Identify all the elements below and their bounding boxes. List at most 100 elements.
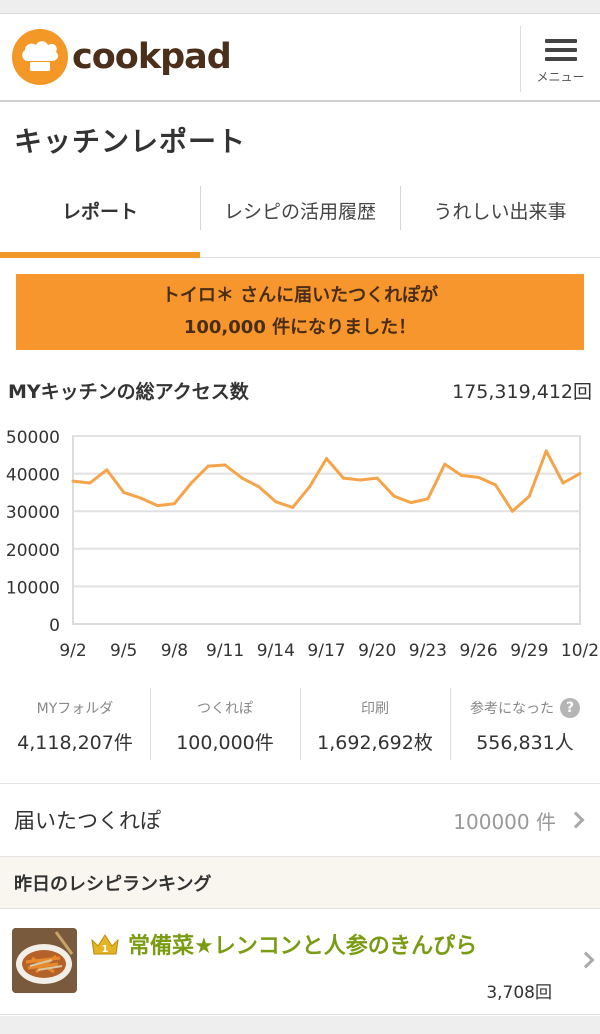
tab-recipe-usage-history[interactable]: レシピの活用履歴	[200, 176, 400, 257]
data-point	[358, 478, 362, 482]
x-tick-label: 9/8	[161, 641, 188, 661]
logo-wordmark: cookpad	[72, 37, 232, 77]
recipe-access-count: 3,708回	[486, 983, 552, 1003]
data-point	[240, 476, 244, 480]
data-point	[257, 485, 261, 489]
data-point	[308, 485, 312, 489]
data-point	[206, 464, 210, 468]
data-point	[578, 472, 582, 476]
stat-label: 印刷	[361, 701, 389, 717]
data-point	[274, 500, 278, 504]
data-point	[325, 457, 328, 461]
data-point	[172, 502, 176, 506]
bottom-strip	[0, 1016, 600, 1034]
stat-label: 参考になった	[470, 701, 554, 717]
tab-label: レポート	[61, 201, 138, 223]
x-tick-label: 10/2	[561, 641, 599, 661]
banner-line-2: 100,000 件になりました！	[183, 317, 417, 338]
y-tick-label: 40000	[6, 466, 60, 486]
x-tick-label: 9/29	[510, 641, 548, 661]
hamburger-icon	[544, 34, 577, 66]
data-point	[494, 483, 497, 487]
recipe-thumbnail	[12, 928, 77, 993]
data-point	[223, 463, 227, 467]
received-tsukurepo-link[interactable]: 届いたつくれぽ 100000 件	[0, 783, 600, 857]
question-icon[interactable]: ?	[560, 698, 580, 718]
access-line-chart: 0 10000 20000 30000 40000 50000 9/2 9/5 9/8 9/11 9…	[6, 428, 599, 661]
data-point	[510, 509, 514, 513]
cookpad-logo[interactable]: cookpad	[12, 29, 232, 85]
stats-row: MYフォルダ 4,118,207件 つくれぽ 100,000件 印刷 1,692…	[0, 688, 600, 760]
crown-rank-1-icon: 1	[91, 934, 119, 955]
stat-value: 4,118,207件	[17, 732, 133, 754]
data-point	[341, 476, 345, 480]
banner-line-1: トイロ＊ さんに届いたつくれぽが	[161, 285, 439, 306]
tab-happy-events[interactable]: うれしい出来事	[400, 176, 600, 257]
x-tick-label: 9/2	[59, 641, 86, 661]
access-header: MYキッチンの総アクセス数 175,319,412回	[0, 350, 600, 404]
y-tick-label: 30000	[6, 503, 60, 523]
stat-value: 556,831人	[476, 732, 574, 754]
tab-label: レシピの活用履歴	[223, 201, 376, 223]
y-tick-label: 20000	[6, 541, 60, 561]
data-point	[88, 481, 92, 485]
data-point	[443, 462, 447, 466]
stat-value: 100,000件	[176, 732, 274, 754]
access-title: MYキッチンの総アクセス数	[8, 380, 249, 403]
x-tick-label: 9/26	[460, 641, 498, 661]
access-total: 175,319,412回	[452, 380, 592, 403]
data-point	[375, 476, 379, 480]
stat-tsukurepo: つくれぽ 100,000件	[150, 688, 300, 760]
data-point	[291, 505, 295, 509]
stat-my-folder: MYフォルダ 4,118,207件	[0, 688, 150, 760]
tab-report[interactable]: レポート	[0, 176, 200, 258]
data-point	[105, 468, 109, 472]
data-point	[477, 475, 481, 479]
recipe-title: 常備菜★レンコンと人参のきんぴら	[128, 934, 478, 959]
rank-number: 1	[102, 944, 109, 955]
menu-button[interactable]: メニュー	[520, 26, 600, 92]
chevron-right-icon	[577, 951, 595, 969]
x-tick-label: 9/11	[206, 641, 244, 661]
y-tick-label: 0	[49, 616, 60, 636]
stat-label: つくれぽ	[197, 701, 253, 717]
x-tick-label: 9/20	[358, 641, 396, 661]
stat-helpful: 参考になった? 556,831人	[450, 688, 600, 760]
milestone-banner: トイロ＊ さんに届いたつくれぽが 100,000 件になりました！	[16, 274, 584, 350]
stat-value: 1,692,692枚	[317, 732, 433, 754]
ranking-item[interactable]: 1 常備菜★レンコンと人参のきんぴら 3,708回	[0, 910, 600, 1015]
data-point	[139, 496, 143, 500]
ranking-heading: 昨日のレシピランキング	[0, 857, 600, 909]
data-point	[544, 449, 548, 453]
header: cookpad メニュー	[0, 14, 600, 102]
x-tick-label: 9/5	[110, 641, 137, 661]
top-status-strip	[0, 0, 600, 14]
x-tick-label: 9/14	[257, 641, 295, 661]
data-point	[156, 504, 159, 508]
ranking-heading-text: 昨日のレシピランキング	[14, 873, 212, 895]
menu-label: メニュー	[536, 69, 585, 84]
chevron-right-icon	[567, 811, 585, 829]
stat-print: 印刷 1,692,692枚	[300, 688, 450, 760]
stat-label: MYフォルダ	[36, 701, 114, 717]
data-point	[426, 497, 430, 501]
tsukurepo-count: 100000 件	[453, 809, 556, 834]
tab-label: うれしい出来事	[433, 201, 567, 223]
data-point	[189, 481, 193, 485]
y-tick-label: 10000	[6, 578, 60, 598]
x-tick-label: 9/23	[409, 641, 447, 661]
plot-frame	[72, 435, 581, 625]
y-tick-label: 50000	[6, 428, 60, 448]
tsukurepo-label: 届いたつくれぽ	[14, 809, 161, 833]
x-tick-label: 9/17	[307, 641, 345, 661]
page-title: キッチンレポート	[14, 125, 247, 158]
data-point	[561, 481, 565, 485]
tab-bar: レポート レシピの活用履歴 うれしい出来事	[0, 176, 600, 258]
data-point	[71, 479, 75, 483]
data-point	[122, 490, 126, 494]
data-point	[392, 494, 396, 498]
data-point	[409, 501, 413, 505]
data-point	[460, 473, 464, 477]
data-point	[527, 494, 531, 498]
chef-hat-icon	[12, 29, 68, 85]
